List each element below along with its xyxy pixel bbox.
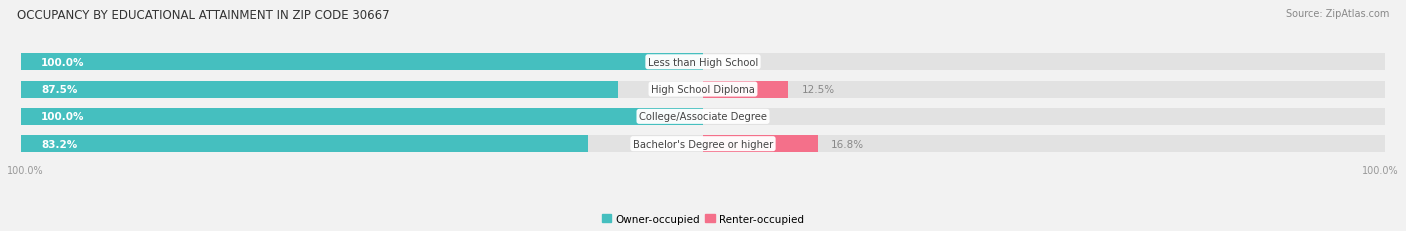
Bar [21, 136, 588, 152]
Bar [21, 136, 1385, 152]
Text: High School Diploma: High School Diploma [651, 85, 755, 95]
Text: 100.0%: 100.0% [41, 58, 84, 67]
Text: 100.0%: 100.0% [1362, 165, 1399, 175]
Bar [21, 81, 617, 98]
Text: 87.5%: 87.5% [41, 85, 77, 95]
Text: 0.0%: 0.0% [717, 112, 742, 122]
Bar [703, 136, 818, 152]
Text: Bachelor's Degree or higher: Bachelor's Degree or higher [633, 139, 773, 149]
Text: Source: ZipAtlas.com: Source: ZipAtlas.com [1285, 9, 1389, 19]
Bar [21, 108, 1385, 125]
Bar [21, 54, 703, 71]
Text: OCCUPANCY BY EDUCATIONAL ATTAINMENT IN ZIP CODE 30667: OCCUPANCY BY EDUCATIONAL ATTAINMENT IN Z… [17, 9, 389, 22]
Text: College/Associate Degree: College/Associate Degree [638, 112, 768, 122]
Text: 12.5%: 12.5% [801, 85, 835, 95]
Text: 100.0%: 100.0% [7, 165, 44, 175]
Bar [21, 54, 1385, 71]
Text: 16.8%: 16.8% [831, 139, 865, 149]
Text: 100.0%: 100.0% [41, 112, 84, 122]
Text: 83.2%: 83.2% [41, 139, 77, 149]
Text: Less than High School: Less than High School [648, 58, 758, 67]
Bar [21, 81, 1385, 98]
Legend: Owner-occupied, Renter-occupied: Owner-occupied, Renter-occupied [598, 210, 808, 228]
Bar [21, 108, 703, 125]
Text: 0.0%: 0.0% [717, 58, 742, 67]
Bar [703, 81, 789, 98]
